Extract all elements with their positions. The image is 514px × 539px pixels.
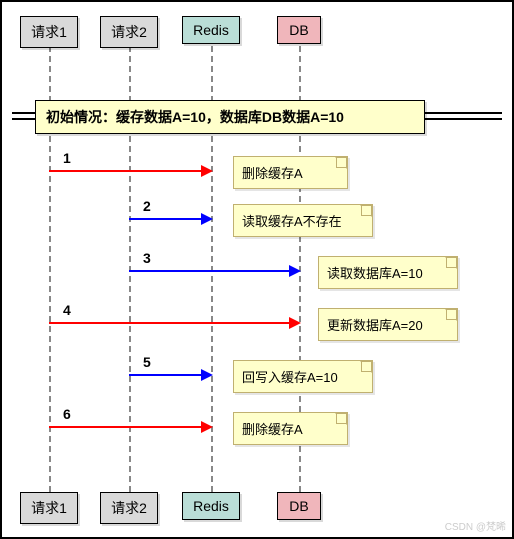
condition-text: 初始情况：缓存数据A=10，数据库DB数据A=10 <box>46 109 344 125</box>
arrow-head-icon <box>201 213 213 225</box>
actor-bottom-redis: Redis <box>182 492 240 520</box>
actor-top-req2: 请求2 <box>100 16 158 48</box>
message-arrow <box>49 170 203 172</box>
arrow-head-icon <box>201 421 213 433</box>
actor-bottom-req2: 请求2 <box>100 492 158 524</box>
condition-box: 初始情况：缓存数据A=10，数据库DB数据A=10 <box>35 100 425 134</box>
actor-top-redis: Redis <box>182 16 240 44</box>
actor-label: 请求1 <box>31 500 67 516</box>
message-note: 读取缓存A不存在 <box>233 204 373 237</box>
step-number: 6 <box>63 406 71 422</box>
message-arrow <box>49 426 203 428</box>
actor-label: 请求1 <box>31 24 67 40</box>
message-note: 读取数据库A=10 <box>318 256 458 289</box>
step-number: 3 <box>143 250 151 266</box>
message-note: 删除缓存A <box>233 156 348 189</box>
step-number: 1 <box>63 150 71 166</box>
message-note: 更新数据库A=20 <box>318 308 458 341</box>
arrow-head-icon <box>289 317 301 329</box>
message-note: 回写入缓存A=10 <box>233 360 373 393</box>
actor-bottom-db: DB <box>277 492 321 520</box>
actor-label: 请求2 <box>111 500 147 516</box>
actor-label: Redis <box>193 498 229 514</box>
message-arrow <box>49 322 291 324</box>
step-number: 4 <box>63 302 71 318</box>
diagram-canvas: 请求1 请求2 Redis DB 请求1 请求2 Redis DB 初始情况：缓… <box>0 0 514 539</box>
arrow-head-icon <box>201 165 213 177</box>
actor-bottom-req1: 请求1 <box>20 492 78 524</box>
arrow-head-icon <box>289 265 301 277</box>
actor-top-db: DB <box>277 16 321 44</box>
step-number: 5 <box>143 354 151 370</box>
message-arrow <box>129 270 291 272</box>
message-arrow <box>129 374 203 376</box>
watermark: CSDN @梵晞 <box>445 518 506 533</box>
step-number: 2 <box>143 198 151 214</box>
message-arrow <box>129 218 203 220</box>
actor-top-req1: 请求1 <box>20 16 78 48</box>
actor-label: 请求2 <box>111 24 147 40</box>
message-note: 删除缓存A <box>233 412 348 445</box>
actor-label: DB <box>289 22 308 38</box>
actor-label: Redis <box>193 22 229 38</box>
actor-label: DB <box>289 498 308 514</box>
arrow-head-icon <box>201 369 213 381</box>
